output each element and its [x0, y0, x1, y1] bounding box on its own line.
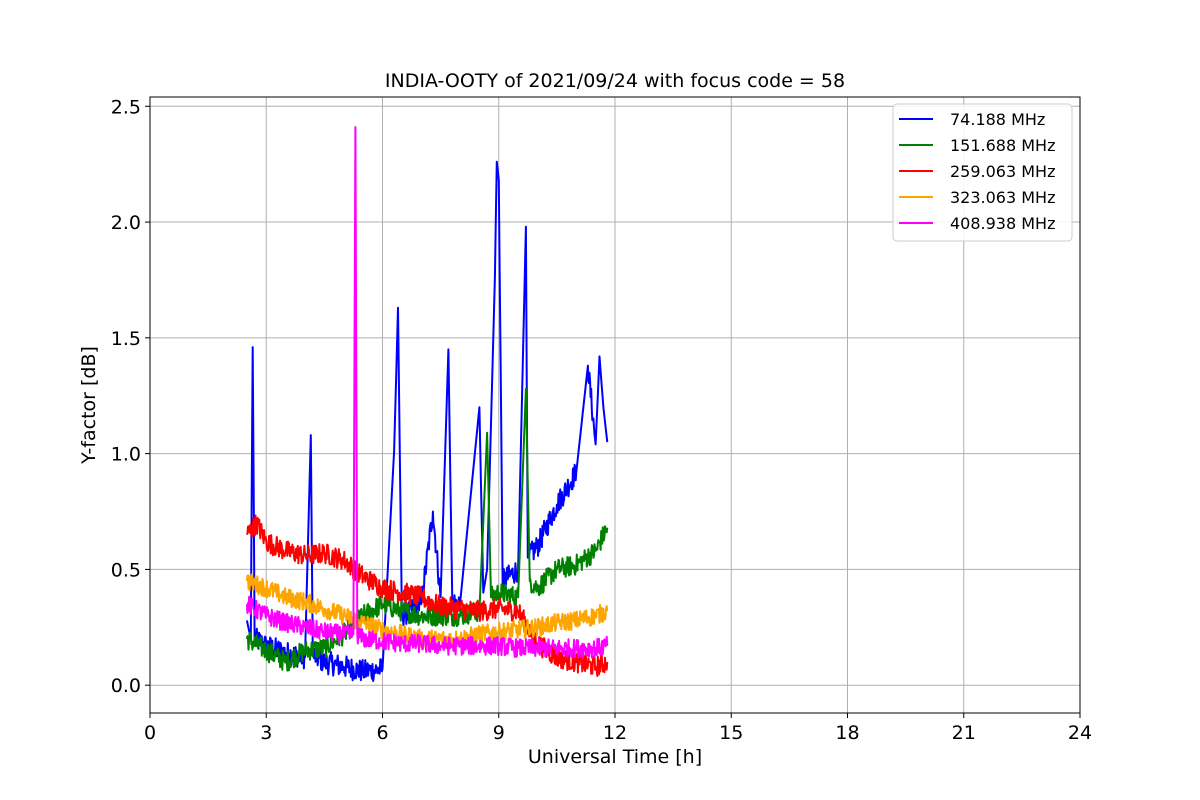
- y-tick-label: 2.5: [111, 96, 141, 118]
- x-tick-label: 12: [603, 722, 627, 744]
- y-tick-label: 0.0: [111, 675, 141, 697]
- y-axis-label: Y-factor [dB]: [78, 346, 100, 465]
- series-line: [245, 126, 609, 659]
- legend: 74.188 MHz 151.688 MHz 259.063 MHz 323.063 …: [892, 103, 1073, 242]
- x-tick-label: 24: [1068, 722, 1092, 744]
- y-tick-label: 1.0: [111, 444, 141, 466]
- x-tick-label: 3: [260, 722, 272, 744]
- axis-ticks: 0 3 6 9 12 15 18 21 24 0.0 0.5 1.0 1.5 2.0 2.5: [111, 96, 1092, 744]
- x-tick-label: 6: [376, 722, 388, 744]
- legend-label: 74.188 MHz: [950, 110, 1045, 129]
- x-tick-label: 18: [835, 722, 859, 744]
- x-tick-label: 21: [952, 722, 976, 744]
- legend-label: 408.938 MHz: [950, 214, 1055, 233]
- legend-label: 259.063 MHz: [950, 162, 1055, 181]
- legend-box: [892, 103, 1073, 242]
- legend-label: 151.688 MHz: [950, 136, 1055, 155]
- series-lines: [245, 126, 609, 682]
- x-tick-label: 9: [493, 722, 505, 744]
- legend-label: 323.063 MHz: [950, 188, 1055, 207]
- y-tick-label: 0.5: [111, 559, 141, 581]
- x-tick-label: 15: [719, 722, 743, 744]
- y-tick-label: 1.5: [111, 328, 141, 350]
- series-line: [245, 387, 609, 672]
- chart-title: INDIA-OOTY of 2021/09/24 with focus code…: [385, 70, 845, 92]
- x-axis-label: Universal Time [h]: [528, 746, 702, 768]
- y-tick-label: 2.0: [111, 212, 141, 234]
- x-tick-label: 0: [144, 722, 156, 744]
